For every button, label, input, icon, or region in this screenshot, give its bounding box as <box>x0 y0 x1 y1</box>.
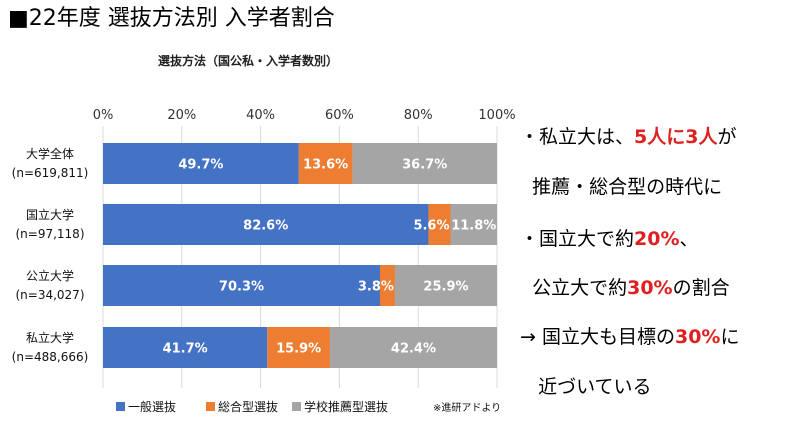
note-text: 公立大で約 <box>520 277 628 299</box>
page-title: ■22年度 選抜方法別 入学者割合 <box>8 6 335 31</box>
data-label: 70.3% <box>219 280 264 295</box>
x-tick-label: 60% <box>325 108 354 123</box>
category-label: 私立大学 <box>26 330 74 345</box>
note-line: ・私立大は、5人に3人が <box>520 124 736 150</box>
bar-segment <box>103 265 380 306</box>
bar-segment <box>329 327 497 368</box>
note-line: 推薦・総合型の時代に <box>520 174 722 200</box>
note-line: ・国立大で約20%、 <box>520 226 699 252</box>
note-highlight: 30% <box>674 326 721 348</box>
data-label: 41.7% <box>163 342 208 357</box>
source-note: ※進研アドより <box>433 402 501 414</box>
note-line: 近づいている <box>520 374 652 400</box>
chart-title: 選抜方法（国公私・入学者数別） <box>158 54 339 68</box>
bar-segment <box>352 143 497 184</box>
note-text: ・国立大で約 <box>520 228 635 250</box>
data-label: 25.9% <box>423 280 468 295</box>
note-text: ・私立大は、 <box>520 126 635 148</box>
data-label: 13.6% <box>303 158 348 173</box>
x-tick-label: 100% <box>478 108 515 123</box>
legend-swatch <box>292 402 301 411</box>
category-n-label: (n=488,666) <box>12 350 89 364</box>
legend-label: 一般選抜 <box>128 399 176 414</box>
legend-swatch <box>116 402 125 411</box>
note-text: → 国立大も目標の <box>520 326 675 348</box>
data-label: 15.9% <box>276 342 321 357</box>
category-label: 大学全体 <box>26 146 74 161</box>
bar-segment <box>394 265 497 306</box>
bar-segment <box>103 327 268 368</box>
bar-segment <box>103 204 429 245</box>
legend-swatch <box>206 402 215 411</box>
note-text: に <box>720 326 740 348</box>
bar-segment <box>103 143 299 184</box>
x-tick-label: 80% <box>404 108 433 123</box>
category-n-label: (n=34,027) <box>15 288 84 302</box>
data-label: 5.6% <box>413 219 449 234</box>
note-highlight: 5人に3人 <box>634 126 718 148</box>
bar-segment <box>428 204 451 245</box>
category-label: 国立大学 <box>26 207 74 222</box>
x-tick-label: 0% <box>93 108 114 123</box>
bar-segment <box>450 204 497 245</box>
legend-label: 学校推薦型選抜 <box>304 399 388 414</box>
category-n-label: (n=619,811) <box>12 166 89 180</box>
stacked-bar-chart: 0% 20% 40% 60% 80% 100% 大学全体 (n=619,811) 国立大学 (n=… <box>12 108 516 414</box>
note-line: 公立大で約30%の割合 <box>520 275 730 301</box>
note-text: の割合 <box>672 277 730 299</box>
data-label: 36.7% <box>402 158 447 173</box>
x-tick-label: 40% <box>246 108 275 123</box>
bar-segment <box>379 265 395 306</box>
note-text: 近づいている <box>520 376 652 398</box>
note-highlight: 20% <box>634 228 680 250</box>
category-n-label: (n=97,118) <box>15 227 84 241</box>
bar-segment <box>298 143 353 184</box>
data-label: 3.8% <box>358 280 394 295</box>
note-text: 推薦・総合型の時代に <box>520 176 723 198</box>
note-line: → 国立大も目標の30%に <box>520 324 739 350</box>
data-label: 82.6% <box>243 219 288 234</box>
data-label: 11.8% <box>451 219 496 234</box>
note-text: が <box>717 126 737 148</box>
data-label: 42.4% <box>391 342 436 357</box>
note-highlight: 30% <box>627 277 673 299</box>
legend-label: 総合型選抜 <box>218 399 278 414</box>
bar-segment <box>267 327 330 368</box>
data-label: 49.7% <box>178 158 223 173</box>
x-tick-label: 20% <box>167 108 196 123</box>
note-text: 、 <box>679 228 699 250</box>
category-label: 公立大学 <box>26 268 74 283</box>
